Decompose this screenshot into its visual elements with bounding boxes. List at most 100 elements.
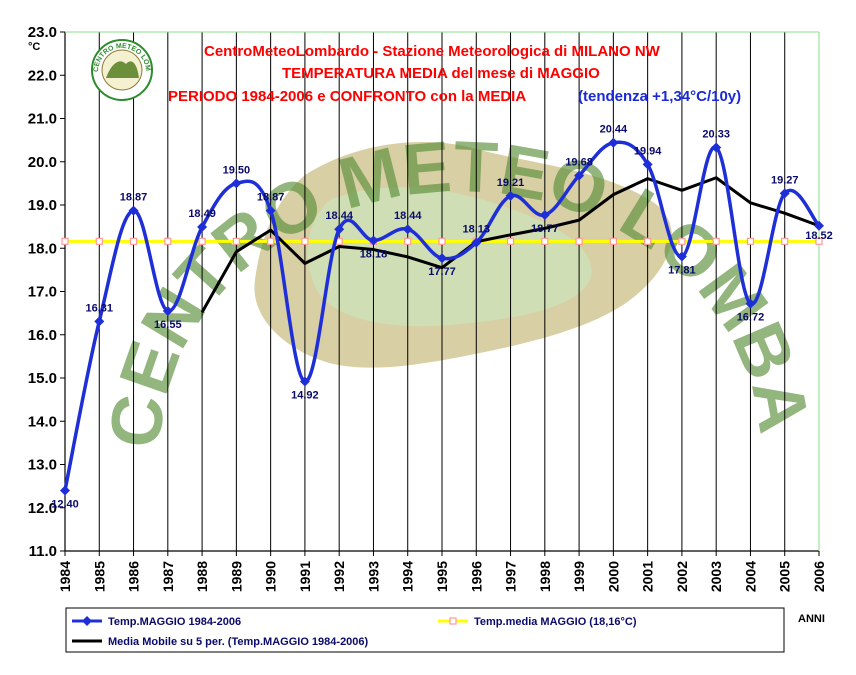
- y-tick-label: 16.0: [28, 327, 57, 344]
- y-tick-label: 12.0: [28, 500, 57, 517]
- x-tick-label: 1991: [297, 561, 313, 592]
- data-label-1984: 12.40: [51, 498, 79, 510]
- data-label-1992: 18.44: [325, 210, 353, 222]
- legend-item-main: Temp.MAGGIO 1984-2006: [72, 616, 241, 628]
- series-temp-maggio: [60, 137, 824, 496]
- y-tick-label: 19.0: [28, 197, 57, 214]
- x-tick-label: 2005: [777, 561, 793, 592]
- chart-title: CentroMeteoLombardo - Stazione Meteorolo…: [168, 43, 741, 105]
- data-label-1994: 18.44: [394, 210, 422, 222]
- mean-marker-1985: [95, 237, 103, 245]
- point-1996: [471, 237, 482, 248]
- x-tick-label: 1984: [57, 561, 73, 592]
- data-label-1991: 14.92: [291, 389, 319, 401]
- data-labels: 12.40 16.31 18.87 16.55 18.49 19.50 18.87 14.92…: [51, 124, 833, 511]
- x-axis-label: ANNI: [798, 613, 825, 625]
- x-tick-label: 1989: [228, 561, 244, 592]
- x-tick-label: 1990: [263, 561, 279, 592]
- y-tick-label: 18.0: [28, 240, 57, 257]
- point-1988: [197, 222, 208, 233]
- point-2006: [814, 220, 824, 231]
- mean-marker-1990: [267, 237, 275, 245]
- y-axis-unit: °C: [28, 41, 40, 53]
- data-label-1998: 18.77: [531, 223, 559, 235]
- mean-marker-2000: [609, 237, 617, 245]
- mean-marker-1998: [541, 237, 549, 245]
- mean-marker-1999: [575, 237, 583, 245]
- mean-marker-2005: [781, 237, 789, 245]
- y-tick-label: 15.0: [28, 370, 57, 387]
- point-1998: [539, 209, 550, 220]
- data-label-1993: 18.18: [360, 248, 388, 260]
- point-2005: [779, 188, 790, 199]
- data-label-1996: 18.13: [463, 224, 491, 236]
- legend-label-mean: Temp.media MAGGIO (18,16°C): [474, 616, 637, 628]
- x-tick-label: 1996: [468, 561, 484, 592]
- data-label-2001: 19.94: [634, 145, 662, 157]
- mean-marker-1984: [61, 237, 69, 245]
- data-label-1999: 19.68: [565, 157, 593, 169]
- title-line-3: PERIODO 1984-2006 e CONFRONTO con la MED…: [168, 88, 526, 105]
- x-tick-label: 1985: [91, 561, 107, 592]
- data-label-2005: 19.27: [771, 174, 799, 186]
- data-label-1987: 16.55: [154, 319, 182, 331]
- x-tick-label: 2004: [742, 561, 758, 592]
- mean-marker-1991: [301, 237, 309, 245]
- title-line-2: TEMPERATURA MEDIA del mese di MAGGIO: [282, 65, 600, 82]
- mean-marker-2006: [815, 237, 823, 245]
- point-1985: [94, 316, 105, 327]
- point-1993: [368, 235, 379, 246]
- data-label-2006: 18.52: [805, 230, 833, 242]
- mean-marker-1995: [438, 237, 446, 245]
- y-tick-label: 17.0: [28, 284, 57, 301]
- data-label-2003: 20.33: [702, 128, 730, 140]
- mean-marker-2001: [644, 237, 652, 245]
- y-tick-label: 14.0: [28, 413, 57, 430]
- x-tick-label: 1994: [400, 561, 416, 592]
- y-tick-label: 11.0: [29, 543, 57, 560]
- x-tick-label: 1997: [503, 561, 519, 592]
- legend-item-mean: Temp.media MAGGIO (18,16°C): [438, 616, 637, 628]
- mean-marker-1986: [129, 237, 138, 245]
- x-tick-label: 1987: [160, 561, 176, 592]
- data-label-1995: 17.77: [428, 266, 456, 278]
- legend: Temp.MAGGIO 1984-2006 Temp.media MAGGIO …: [65, 607, 785, 653]
- data-label-2004: 16.72: [737, 312, 765, 324]
- x-tick-label: 2000: [605, 561, 621, 592]
- x-tick-label: 1988: [194, 561, 210, 592]
- legend-box: [65, 607, 785, 653]
- x-tick-label: 2006: [811, 561, 827, 592]
- point-1987: [162, 305, 173, 316]
- point-1995: [437, 253, 447, 264]
- series-moving-average: [200, 176, 820, 313]
- point-1984: [60, 485, 70, 496]
- x-tick-label: 2002: [674, 561, 690, 592]
- mean-marker-1994: [404, 237, 412, 245]
- x-tick-label: 1999: [571, 561, 587, 592]
- data-label-2000: 20.44: [600, 124, 628, 136]
- vertical-gridlines: [64, 32, 820, 551]
- title-note: (tendenza +1,34°C/10y): [578, 88, 741, 105]
- point-1997: [505, 190, 516, 201]
- x-tick-label: 1993: [365, 561, 381, 592]
- mean-marker-1988: [198, 237, 206, 245]
- x-tick-label: 1986: [126, 561, 142, 592]
- point-2004: [745, 298, 756, 309]
- y-tick-label: 23.0: [28, 24, 57, 41]
- x-tick-label: 1998: [537, 561, 553, 592]
- mean-marker-2002: [678, 237, 686, 245]
- point-1992: [334, 224, 345, 235]
- point-1991: [299, 376, 310, 387]
- x-axis-ticks: 1984 1985 1986 1987 1988 1989 1990 1991 1992 1993…: [57, 551, 827, 592]
- point-2002: [676, 251, 687, 262]
- mean-marker-2004: [746, 237, 755, 245]
- moving-average-line: [200, 176, 820, 313]
- data-label-1989: 19.50: [223, 164, 251, 176]
- point-2003: [711, 142, 722, 153]
- data-label-1997: 19.21: [497, 177, 525, 189]
- y-tick-label: 13.0: [28, 457, 57, 474]
- point-2000: [608, 137, 619, 148]
- x-tick-label: 1992: [331, 561, 347, 592]
- x-tick-label: 2001: [640, 561, 656, 592]
